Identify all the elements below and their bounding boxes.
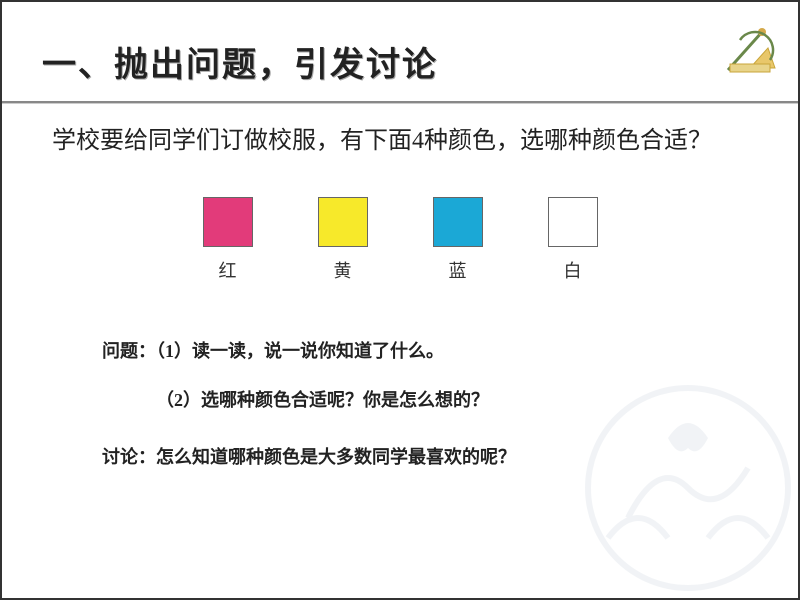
color-swatch-row: 红 黄 蓝 白 xyxy=(2,197,798,283)
swatch-label-yellow: 黄 xyxy=(334,257,352,283)
corner-decoration-icon xyxy=(720,20,780,80)
swatch-label-blue: 蓝 xyxy=(449,257,467,283)
swatch-group-red: 红 xyxy=(203,197,253,283)
slide-title: 一、抛出问题，引发讨论 xyxy=(2,2,798,101)
sub3-prefix: 讨论： xyxy=(102,447,156,467)
main-question: 学校要给同学们订做校服，有下面4种颜色，选哪种颜色合适？ xyxy=(2,103,798,162)
slide-container: 一、抛出问题，引发讨论 学校要给同学们订做校服，有下面4种颜色，选哪种颜色合适？… xyxy=(0,0,800,600)
swatch-yellow xyxy=(318,197,368,247)
swatch-blue xyxy=(433,197,483,247)
swatch-red xyxy=(203,197,253,247)
swatch-label-white: 白 xyxy=(564,257,582,283)
swatch-white xyxy=(548,197,598,247)
watermark-icon xyxy=(538,338,798,598)
swatch-label-red: 红 xyxy=(219,257,237,283)
swatch-group-white: 白 xyxy=(548,197,598,283)
sub1-text: （1）读一读，说一说你知道了什么。 xyxy=(156,341,444,361)
swatch-group-yellow: 黄 xyxy=(318,197,368,283)
sub1-prefix: 问题： xyxy=(102,341,156,361)
sub3-text: 怎么知道哪种颜色是大多数同学最喜欢的呢？ xyxy=(156,447,516,467)
swatch-group-blue: 蓝 xyxy=(433,197,483,283)
